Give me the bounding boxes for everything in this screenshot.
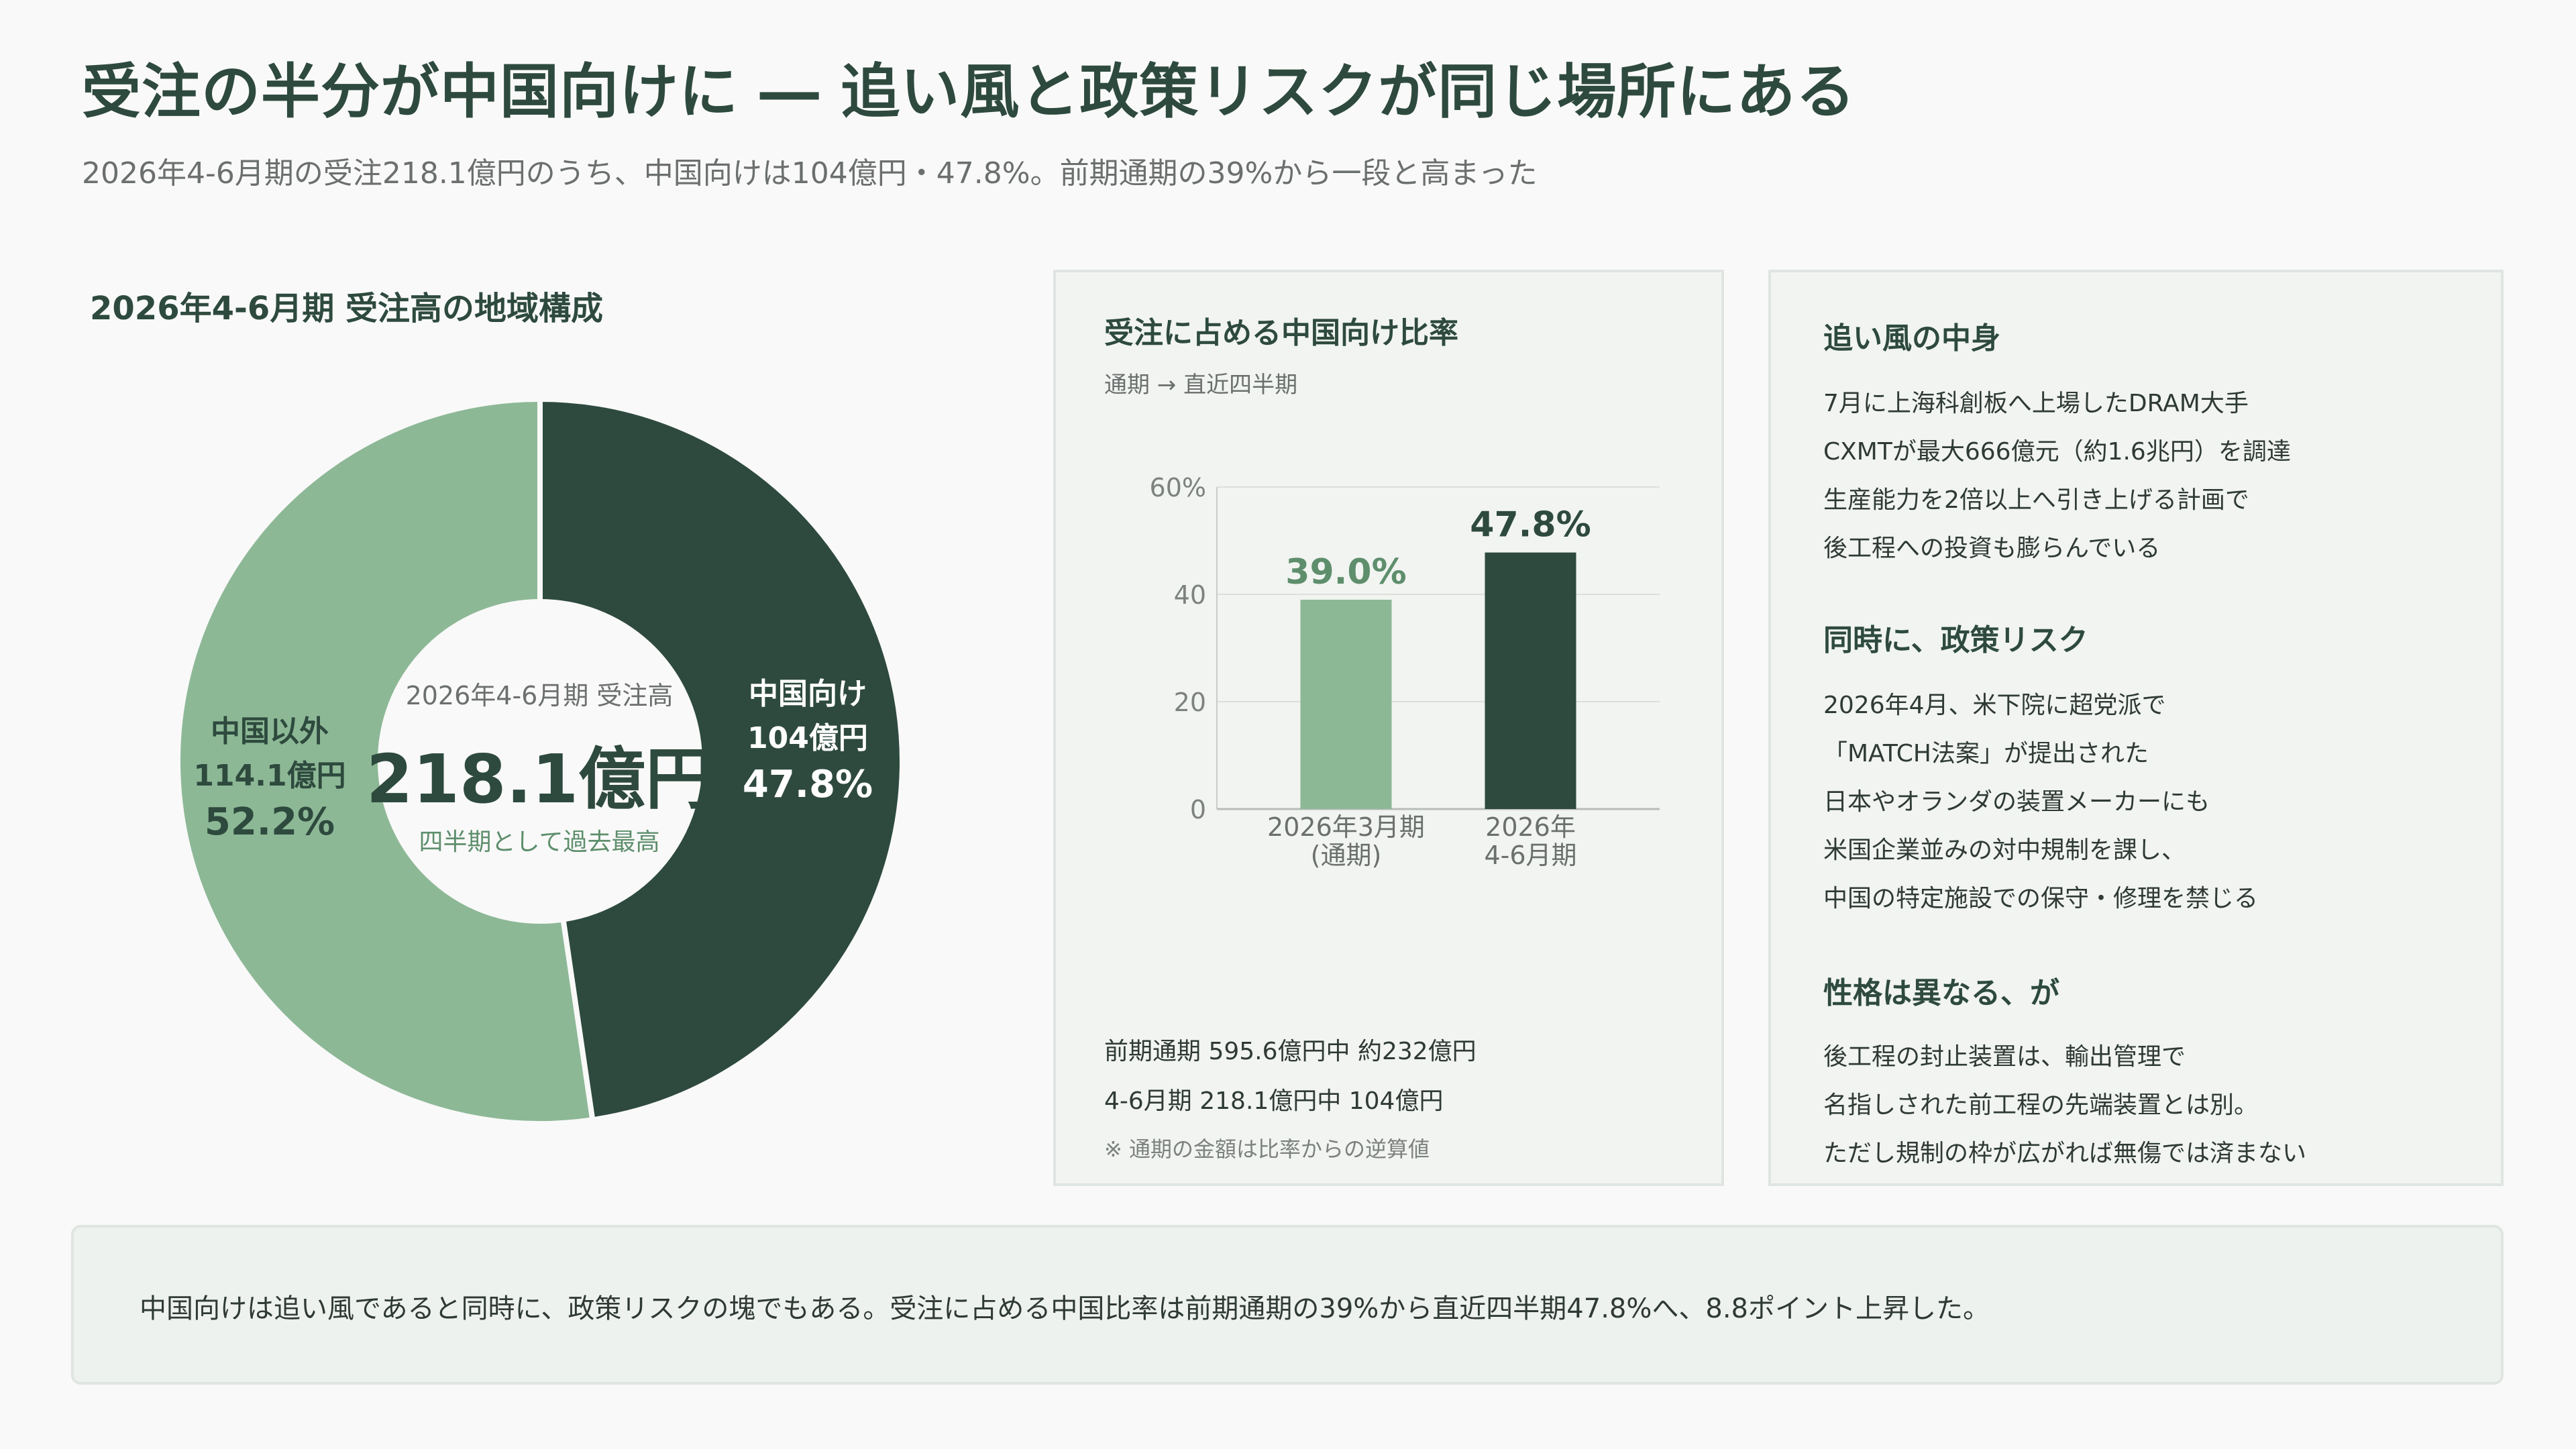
segment-china-name: 中国向け [749, 677, 867, 711]
donut-chart [175, 396, 906, 1126]
x-tick-label: (通期) [1311, 841, 1382, 870]
summary-text: 中国向けは追い風であると同時に、政策リスクの塊でもある。受注に占める中国比率は前… [140, 1293, 1990, 1324]
bar-footnote-note: ※ 通期の金額は比率からの逆算値 [1104, 1136, 1430, 1162]
bar-footnote-quarter: 4-6月期 218.1億円中 104億円 [1104, 1087, 1444, 1115]
summary-footer: 中国向けは追い風であると同時に、政策リスクの塊でもある。受注に占める中国比率は前… [71, 1225, 2504, 1385]
commentary-panel: 追い風の中身 7月に上海科創板へ上場したDRAM大手 CXMTが最大666億元（… [1768, 270, 2504, 1186]
segment-other-name: 中国以外 [211, 714, 329, 749]
text-line: 後工程への投資も膨らんでいる [1823, 535, 2161, 562]
segment-china-amount: 104億円 [747, 721, 868, 755]
bar-chart-panel: 受注に占める中国向け比率 通期 → 直近四半期 0 20 40 60% 39.0% 202… [1053, 270, 1724, 1186]
bar [1300, 600, 1392, 809]
page-title: 受注の半分が中国向けに ― 追い風と政策リスクが同じ場所にある [82, 57, 1856, 126]
x-tick-label: 4-6月期 [1484, 841, 1576, 870]
page-subtitle: 2026年4-6月期の受注218.1億円のうち、中国向けは104億円・47.8%… [82, 156, 1538, 191]
bar-chart: 0 20 40 60% 39.0% 2026年3月期(通期) 47.8% 2026年4-6月期 [1150, 473, 1660, 870]
bar-footnote-annual: 前期通期 595.6億円中 約232億円 [1104, 1038, 1477, 1065]
text-line: 日本やオランダの装置メーカーにも [1823, 788, 2210, 816]
text-line: 2026年4月、米下院に超党派で [1823, 692, 2166, 719]
segment-china-percent: 47.8% [742, 763, 873, 806]
section-policy-risk-title: 同時に、政策リスク [1823, 623, 2088, 657]
bar-chart-subtitle: 通期 → 直近四半期 [1104, 372, 1298, 398]
y-tick-label: 20 [1174, 688, 1206, 717]
y-tick-label: 60% [1150, 473, 1206, 502]
text-line: 中国の特定施設での保守・修理を禁じる [1823, 885, 2259, 912]
donut-center-note: 四半期として過去最高 [419, 828, 660, 856]
bar-chart-title: 受注に占める中国向け比率 [1104, 316, 1458, 350]
section-tailwind-title: 追い風の中身 [1823, 321, 2000, 356]
segment-label-china: 中国向け 104億円 47.8% [743, 672, 873, 810]
donut-slice-other [175, 396, 596, 1126]
donut-chart-title: 2026年4-6月期 受注高の地域構成 [90, 290, 604, 327]
text-line: 米国企業並みの対中規制を課し、 [1823, 837, 2186, 864]
text-line: 名指しされた前工程の先端装置とは別。 [1823, 1091, 2259, 1119]
bar-value-label: 39.0% [1285, 552, 1406, 592]
text-line: 生産能力を2倍以上へ引き上げる計画で [1823, 486, 2249, 514]
bar-value-label: 47.8% [1470, 505, 1591, 545]
donut-slice-china [537, 396, 906, 1123]
y-tick-label: 40 [1174, 580, 1206, 610]
text-line: CXMTが最大666億元（約1.6兆円）を調達 [1823, 438, 2291, 466]
donut-center-label: 2026年4-6月期 受注高 [405, 681, 674, 710]
section-difference-body: 後工程の封止装置は、輸出管理で 名指しされた前工程の先端装置とは別。 ただし規制… [1823, 1033, 2306, 1178]
text-line: 「MATCH法案」が提出された [1823, 740, 2149, 767]
text-line: ただし規制の枠が広がれば無傷では済まない [1823, 1140, 2307, 1167]
segment-label-other: 中国以外 114.1億円 52.2% [193, 710, 345, 847]
section-policy-risk-body: 2026年4月、米下院に超党派で 「MATCH法案」が提出された 日本やオランダ… [1823, 682, 2258, 923]
segment-other-percent: 52.2% [204, 800, 335, 844]
segment-other-amount: 114.1億円 [193, 759, 346, 793]
bar [1485, 552, 1576, 809]
x-tick-label: 2026年 [1485, 812, 1576, 842]
x-tick-label: 2026年3月期 [1267, 812, 1425, 842]
y-tick-label: 0 [1190, 795, 1206, 824]
text-line: 7月に上海科創板へ上場したDRAM大手 [1823, 390, 2249, 417]
text-line: 後工程の封止装置は、輸出管理で [1823, 1043, 2186, 1071]
section-tailwind-body: 7月に上海科創板へ上場したDRAM大手 CXMTが最大666億元（約1.6兆円）… [1823, 380, 2291, 573]
donut-center-value: 218.1億円 [366, 740, 713, 818]
section-difference-title: 性格は異なる、が [1823, 976, 2059, 1010]
